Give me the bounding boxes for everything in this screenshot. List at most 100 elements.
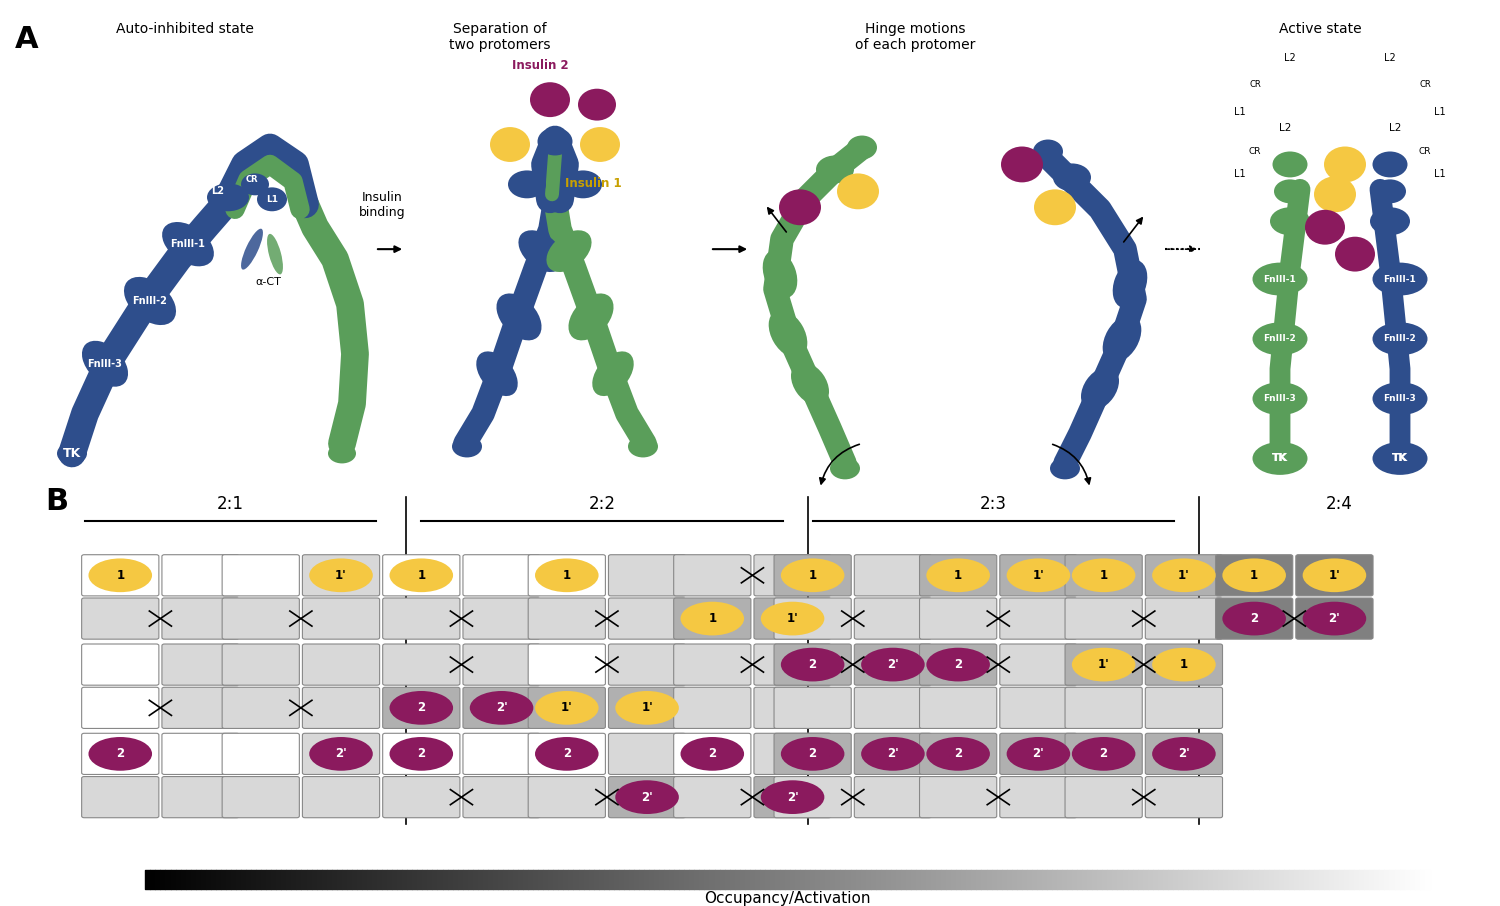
FancyBboxPatch shape [674, 644, 752, 685]
Ellipse shape [1252, 442, 1308, 475]
FancyBboxPatch shape [674, 688, 752, 728]
Ellipse shape [1272, 151, 1308, 178]
Text: Active state: Active state [1278, 22, 1362, 36]
Ellipse shape [309, 737, 374, 771]
FancyBboxPatch shape [609, 554, 686, 596]
Text: 2: 2 [1017, 158, 1028, 171]
Ellipse shape [1252, 263, 1308, 295]
Text: 1': 1' [1329, 569, 1341, 582]
Text: 2: 2 [1250, 612, 1258, 625]
Text: L2: L2 [1280, 122, 1292, 132]
FancyBboxPatch shape [464, 554, 540, 596]
Ellipse shape [1370, 207, 1410, 236]
Text: 1: 1 [1180, 658, 1188, 671]
Text: α-CT: α-CT [255, 277, 280, 287]
Ellipse shape [1072, 558, 1136, 593]
Text: L2: L2 [1384, 53, 1396, 63]
Ellipse shape [546, 230, 591, 272]
Text: 2': 2' [1178, 747, 1190, 760]
FancyBboxPatch shape [920, 776, 996, 818]
FancyBboxPatch shape [920, 688, 996, 728]
Ellipse shape [847, 136, 877, 159]
Ellipse shape [82, 341, 128, 387]
Text: L1: L1 [1434, 169, 1446, 179]
Text: FnIII-2: FnIII-2 [1383, 334, 1416, 343]
FancyBboxPatch shape [1065, 644, 1142, 685]
Text: 1: 1 [1100, 569, 1107, 582]
Ellipse shape [1007, 737, 1070, 771]
Text: FnIII-2: FnIII-2 [1263, 334, 1296, 343]
Text: 2: 2 [417, 747, 426, 760]
FancyBboxPatch shape [1215, 598, 1293, 639]
Text: CR: CR [1250, 81, 1262, 89]
Ellipse shape [564, 170, 602, 198]
Text: 2: 2 [592, 98, 602, 111]
Text: 1': 1' [1178, 569, 1190, 582]
FancyBboxPatch shape [1000, 554, 1077, 596]
Ellipse shape [1072, 648, 1136, 681]
Text: 2': 2' [640, 791, 652, 804]
Text: 1: 1 [417, 569, 426, 582]
Text: CR: CR [1248, 147, 1262, 156]
FancyBboxPatch shape [1000, 598, 1077, 639]
FancyBboxPatch shape [528, 688, 606, 728]
Text: 2:3: 2:3 [980, 496, 1006, 513]
Ellipse shape [681, 737, 744, 771]
FancyBboxPatch shape [382, 688, 460, 728]
FancyBboxPatch shape [222, 554, 300, 596]
Ellipse shape [768, 310, 807, 358]
FancyBboxPatch shape [1065, 554, 1142, 596]
FancyBboxPatch shape [774, 776, 850, 818]
Text: B: B [45, 487, 68, 516]
FancyBboxPatch shape [303, 598, 380, 639]
Text: A: A [15, 24, 39, 54]
FancyBboxPatch shape [1146, 688, 1222, 728]
FancyBboxPatch shape [382, 644, 460, 685]
FancyBboxPatch shape [81, 644, 159, 685]
Ellipse shape [490, 127, 530, 162]
Ellipse shape [536, 691, 598, 725]
Text: L1: L1 [266, 195, 278, 204]
Ellipse shape [124, 277, 176, 325]
Ellipse shape [1152, 648, 1215, 681]
Ellipse shape [1050, 458, 1080, 479]
Ellipse shape [496, 294, 542, 341]
Text: 1: 1 [954, 569, 962, 582]
Ellipse shape [267, 234, 284, 275]
FancyBboxPatch shape [609, 776, 686, 818]
Ellipse shape [681, 602, 744, 635]
FancyBboxPatch shape [1146, 733, 1222, 775]
Ellipse shape [1372, 151, 1407, 178]
FancyBboxPatch shape [162, 598, 238, 639]
Text: FnIII-3: FnIII-3 [1263, 394, 1296, 403]
FancyBboxPatch shape [222, 688, 300, 728]
FancyBboxPatch shape [222, 733, 300, 775]
Text: 2': 2' [1032, 747, 1044, 760]
FancyBboxPatch shape [162, 644, 238, 685]
FancyBboxPatch shape [855, 644, 932, 685]
Text: L1: L1 [1234, 169, 1246, 179]
Ellipse shape [578, 89, 616, 120]
Text: Auto-inhibited state: Auto-inhibited state [116, 22, 254, 36]
Text: 2: 2 [795, 200, 806, 215]
Ellipse shape [1252, 382, 1308, 415]
FancyBboxPatch shape [1146, 554, 1222, 596]
FancyBboxPatch shape [855, 598, 932, 639]
Text: 1: 1 [116, 569, 124, 582]
Ellipse shape [782, 648, 844, 681]
FancyBboxPatch shape [464, 644, 540, 685]
FancyBboxPatch shape [1000, 688, 1077, 728]
Text: 1: 1 [853, 184, 862, 198]
FancyBboxPatch shape [609, 688, 686, 728]
FancyBboxPatch shape [382, 554, 460, 596]
FancyBboxPatch shape [464, 776, 540, 818]
Text: TK: TK [1272, 453, 1288, 464]
Text: Separation of
two protomers: Separation of two protomers [450, 22, 550, 53]
Ellipse shape [519, 230, 564, 272]
Ellipse shape [309, 558, 374, 593]
Ellipse shape [1302, 602, 1366, 635]
Text: CR: CR [246, 175, 258, 184]
Text: 2: 2 [954, 747, 962, 760]
Ellipse shape [1053, 163, 1090, 191]
Text: 1': 1' [1098, 658, 1110, 671]
